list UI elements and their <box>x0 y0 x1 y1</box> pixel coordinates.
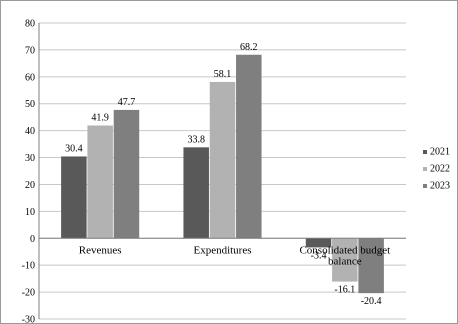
legend-swatch <box>423 150 427 154</box>
bar-2023-2 <box>358 238 384 294</box>
bar-2021-0 <box>61 156 87 239</box>
bar-2021-1 <box>183 147 209 239</box>
legend-label: 2023 <box>430 181 450 192</box>
y-tick-label: 40 <box>25 126 35 137</box>
data-label: 68.2 <box>240 42 258 53</box>
bar-2022-2 <box>332 238 358 282</box>
legend-label: 2021 <box>430 147 450 158</box>
data-label: -16.1 <box>334 285 355 296</box>
x-category-label: Consolidated budget balance <box>299 244 390 267</box>
y-tick-label: 70 <box>25 45 35 56</box>
axes: -30 -20 -10 0 10 20 30 40 50 60 70 80 <box>22 19 406 324</box>
y-tick-label: 30 <box>25 153 35 164</box>
y-tick-label: 0 <box>30 234 35 245</box>
y-tick-label: -10 <box>22 261 35 272</box>
y-tick-label: 20 <box>25 180 35 191</box>
data-label: 41.9 <box>91 113 109 124</box>
data-label: -3.4 <box>311 250 327 261</box>
x-category-label: Revenues <box>79 244 122 256</box>
bar-2022-1 <box>209 81 236 239</box>
bar-2023-0 <box>113 109 140 239</box>
data-label: 58.1 <box>214 69 232 80</box>
data-label: 47.7 <box>118 97 136 108</box>
bar-2023-1 <box>236 54 262 239</box>
bar-2021-2 <box>305 238 332 248</box>
bar-2022-0 <box>87 125 113 239</box>
data-label: 33.8 <box>187 134 205 145</box>
y-tick-label: -20 <box>22 288 35 299</box>
y-tick-label: 60 <box>25 72 35 83</box>
data-labels: 30.4 41.9 47.7 33.8 58.1 68.2 -3.4 -16.1 -20.4 Re… <box>65 42 390 307</box>
legend: 2021 2022 2023 <box>423 147 450 192</box>
y-tick-label: 10 <box>25 207 35 218</box>
bars <box>61 54 384 294</box>
legend-swatch <box>423 167 427 171</box>
x-category-label: Expenditures <box>193 244 251 256</box>
data-label: -20.4 <box>361 296 382 307</box>
legend-label: 2022 <box>430 164 450 175</box>
y-tick-label: 50 <box>25 99 35 110</box>
y-tick-label: 80 <box>25 19 35 30</box>
y-tick-label: -30 <box>22 315 35 324</box>
legend-swatch <box>423 184 427 188</box>
data-label: 30.4 <box>65 143 83 154</box>
